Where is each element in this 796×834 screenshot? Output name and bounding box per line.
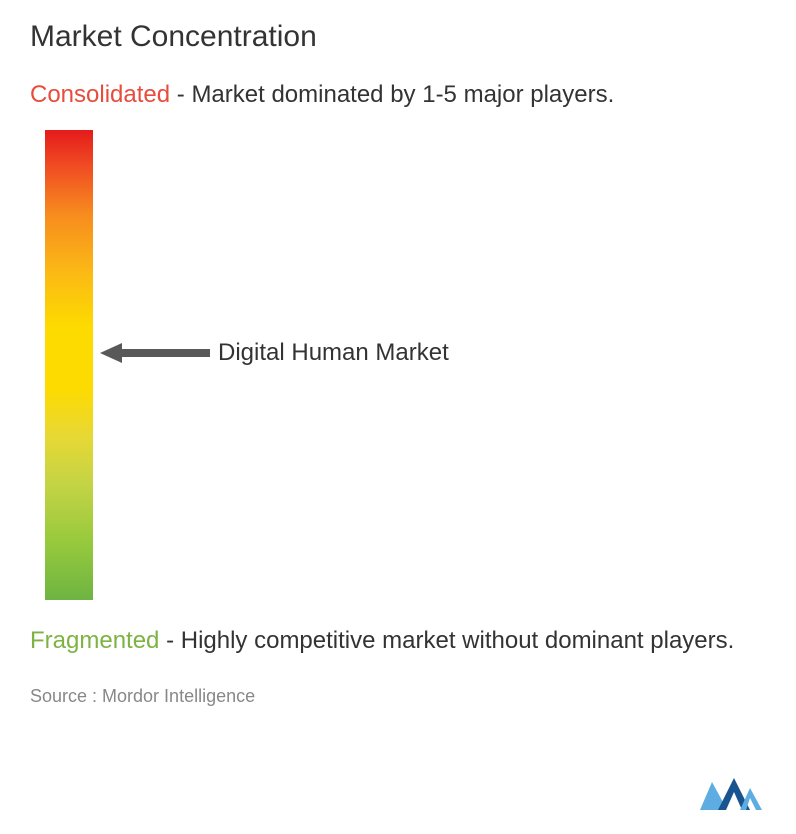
marker-label: Digital Human Market xyxy=(218,339,449,367)
fragmented-description: Fragmented - Highly competitive market w… xyxy=(30,625,766,656)
mordor-logo-icon xyxy=(696,774,766,814)
page-title: Market Concentration xyxy=(30,20,766,54)
source-attribution: Source : Mordor Intelligence xyxy=(30,686,766,707)
gradient-scale-bar xyxy=(45,130,93,600)
concentration-chart: Digital Human Market xyxy=(30,130,766,610)
consolidated-text: - Market dominated by 1-5 major players. xyxy=(170,81,614,108)
consolidated-description: Consolidated - Market dominated by 1-5 m… xyxy=(30,79,766,110)
consolidated-label: Consolidated xyxy=(30,81,170,108)
arrow-left-icon xyxy=(100,341,210,365)
market-marker: Digital Human Market xyxy=(100,339,449,367)
fragmented-text: - Highly competitive market without domi… xyxy=(159,627,734,654)
fragmented-label: Fragmented xyxy=(30,627,159,654)
